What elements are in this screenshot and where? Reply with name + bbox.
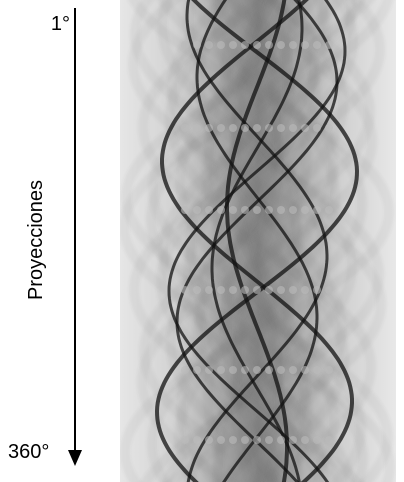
dot — [265, 124, 273, 132]
dot — [289, 286, 297, 294]
sinusoid — [167, 0, 347, 482]
dot — [229, 436, 237, 444]
dot — [205, 206, 213, 214]
dot — [181, 436, 189, 444]
dot — [193, 124, 201, 132]
dot — [253, 366, 261, 374]
dot — [253, 41, 261, 49]
dot — [181, 124, 189, 132]
dot — [325, 206, 333, 214]
end-label: 360° — [8, 441, 49, 463]
dot — [181, 286, 189, 294]
dot — [193, 366, 201, 374]
dot — [253, 124, 261, 132]
dot — [289, 41, 297, 49]
dot — [277, 366, 285, 374]
dot — [325, 436, 333, 444]
dot — [301, 366, 309, 374]
dot — [241, 206, 249, 214]
dot — [277, 286, 285, 294]
dot — [241, 436, 249, 444]
dot — [217, 124, 225, 132]
dot — [181, 41, 189, 49]
dot — [193, 286, 201, 294]
dot — [241, 286, 249, 294]
dot — [289, 124, 297, 132]
arrow-head — [68, 450, 82, 466]
dot — [229, 206, 237, 214]
dot — [301, 206, 309, 214]
dot — [205, 366, 213, 374]
dot — [289, 436, 297, 444]
dot — [241, 124, 249, 132]
dot — [193, 206, 201, 214]
dot — [229, 41, 237, 49]
dot — [325, 41, 333, 49]
sinusoid — [202, 0, 312, 482]
sinusoid — [185, 0, 329, 482]
dot — [205, 124, 213, 132]
dot — [301, 436, 309, 444]
dot — [181, 206, 189, 214]
dot — [313, 124, 321, 132]
dot — [217, 366, 225, 374]
sinusoid — [175, 0, 339, 482]
axis-label: Proyecciones — [25, 180, 47, 300]
dot — [253, 286, 261, 294]
sinusoid — [154, 0, 360, 482]
dot — [277, 436, 285, 444]
dot — [229, 124, 237, 132]
sinusoid — [136, 0, 378, 482]
dot — [289, 206, 297, 214]
dot — [217, 436, 225, 444]
dot — [205, 41, 213, 49]
dot — [313, 436, 321, 444]
dot — [217, 41, 225, 49]
dot — [229, 366, 237, 374]
dot — [265, 286, 273, 294]
dot — [193, 41, 201, 49]
dot — [313, 41, 321, 49]
dot — [313, 366, 321, 374]
dot — [277, 41, 285, 49]
sinusoid — [160, 0, 354, 482]
dot — [313, 206, 321, 214]
dot — [205, 436, 213, 444]
dot — [265, 366, 273, 374]
dot — [181, 366, 189, 374]
dot — [265, 206, 273, 214]
dot — [241, 366, 249, 374]
dot — [205, 286, 213, 294]
dot — [325, 366, 333, 374]
dot — [301, 286, 309, 294]
dot — [241, 41, 249, 49]
dot — [193, 436, 201, 444]
dot — [265, 436, 273, 444]
dot — [265, 41, 273, 49]
dot — [325, 286, 333, 294]
dot — [217, 206, 225, 214]
dot — [301, 124, 309, 132]
dot — [313, 286, 321, 294]
sinusoid — [225, 0, 289, 482]
dot — [229, 286, 237, 294]
sinusoid — [164, 0, 350, 482]
dot — [217, 286, 225, 294]
dot — [301, 41, 309, 49]
sinogram — [120, 0, 396, 482]
dot — [253, 206, 261, 214]
sinusoid — [120, 0, 396, 482]
sinusoid — [210, 0, 304, 482]
dot — [277, 124, 285, 132]
dot — [325, 124, 333, 132]
start-label: 1° — [51, 13, 70, 35]
dot — [253, 436, 261, 444]
dot — [277, 206, 285, 214]
dot — [289, 366, 297, 374]
sinusoid — [127, 0, 387, 482]
